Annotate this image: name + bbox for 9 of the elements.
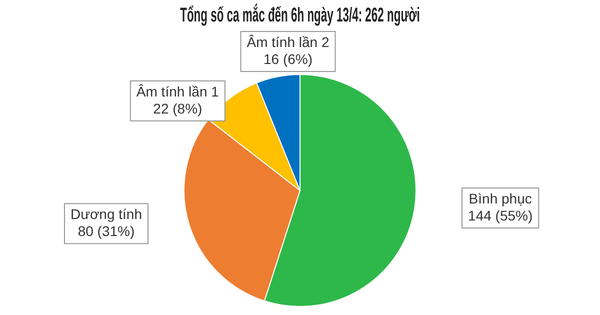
data-label: 80 (31%) (78, 223, 135, 240)
chart-title: Tổng số ca mắc đến 6h ngày 13/4: 262 người (180, 3, 420, 26)
data-label: 144 (55%) (468, 207, 533, 224)
data-label: 22 (8%) (153, 100, 202, 116)
slice-label: Âm tính lần 1 (136, 83, 220, 100)
slice-label: Âm tính lần 2 (246, 34, 330, 50)
slice-label: Dương tính (70, 206, 142, 222)
slice-label: Bình phục (468, 190, 532, 206)
data-label: 16 (6%) (263, 50, 313, 67)
